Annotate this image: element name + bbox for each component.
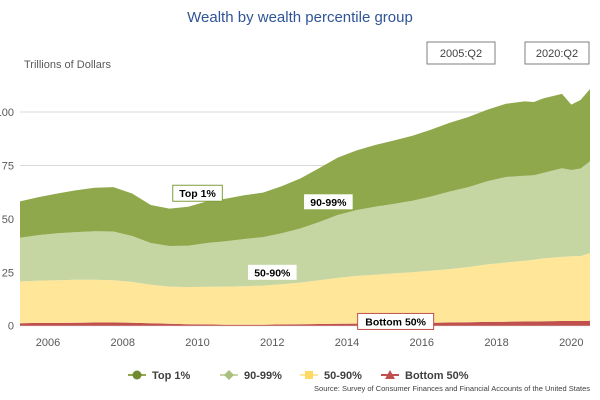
area-50-90- — [20, 253, 590, 325]
x-tick-2018: 2018 — [484, 337, 508, 349]
legend-label-bottom-50-: Bottom 50% — [405, 370, 469, 382]
x-tick-2012: 2012 — [260, 337, 284, 349]
y-tick-100: 100 — [0, 107, 14, 119]
annotation-box-90-99- — [303, 193, 354, 211]
x-tick-2014: 2014 — [335, 337, 359, 349]
legend-label-50-90-: 50-90% — [324, 370, 362, 382]
x-tick-2006: 2006 — [36, 337, 60, 349]
series-annotations: Top 1% 90-99% 50-90% Bottom 50% — [172, 184, 435, 330]
legend: Top 1% 90-99% 50-90% Bottom 50% — [128, 370, 469, 382]
legend-marker-bottom-50- — [385, 370, 395, 379]
y-tick-0: 0 — [8, 321, 14, 333]
legend-marker-top-1- — [132, 370, 142, 380]
annotation-box-top-1- — [172, 184, 223, 202]
source-note: Source: Survey of Consumer Finances and … — [314, 384, 590, 393]
y-axis-label: Trillions of Dollars — [24, 59, 112, 71]
annotation-top-1-: Top 1% — [179, 188, 216, 200]
chart-title: Wealth by wealth percentile group — [187, 9, 413, 26]
legend-label-90-99-: 90-99% — [244, 370, 282, 382]
x-tick-2008: 2008 — [111, 337, 135, 349]
y-tick-labels: 0 25 50 75 100 — [0, 107, 14, 333]
x-tick-labels: 2006 2008 2010 2012 2014 2016 2018 2020 — [36, 337, 584, 349]
end-date-callout: 2020:Q2 — [536, 48, 578, 60]
area-top-1- — [20, 89, 590, 246]
annotation-bottom-50-: Bottom 50% — [365, 316, 426, 328]
y-tick-50: 50 — [2, 214, 14, 226]
legend-marker-50-90- — [305, 371, 313, 379]
end-date-callout-box — [524, 41, 590, 65]
legend-label-top-1-: Top 1% — [152, 370, 191, 382]
x-tick-2016: 2016 — [410, 337, 434, 349]
legend-marker-90-99- — [224, 370, 234, 380]
area-bottom-50- — [20, 320, 590, 326]
start-date-callout-box — [426, 41, 496, 65]
area-90-99- — [20, 161, 590, 288]
stacked-areas — [20, 89, 590, 326]
annotation-box-bottom-50- — [357, 312, 435, 330]
x-tick-2010: 2010 — [185, 337, 209, 349]
annotation-90-99-: 90-99% — [310, 197, 347, 209]
annotation-50-90-: 50-90% — [254, 267, 291, 279]
start-date-callout: 2005:Q2 — [440, 48, 482, 60]
annotation-box-50-90- — [246, 263, 298, 281]
y-tick-75: 75 — [2, 160, 14, 172]
x-tick-2020: 2020 — [559, 337, 583, 349]
y-tick-25: 25 — [2, 267, 14, 279]
